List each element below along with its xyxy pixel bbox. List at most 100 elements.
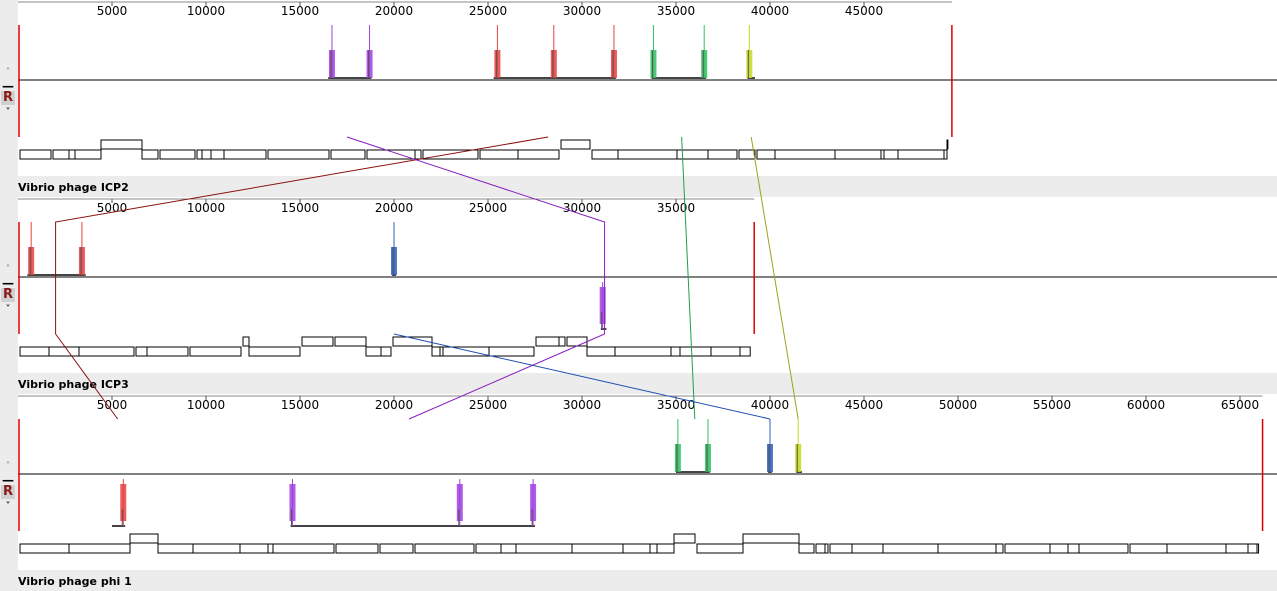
cds-feature[interactable]	[1049, 543, 1069, 554]
cds-feature[interactable]	[48, 346, 80, 357]
cds-feature[interactable]	[431, 346, 441, 357]
cds-feature[interactable]	[157, 543, 194, 554]
cds-feature[interactable]	[815, 543, 826, 554]
lcb-block[interactable]	[674, 419, 711, 473]
cds-feature[interactable]	[192, 543, 241, 554]
cds-feature[interactable]	[517, 149, 560, 160]
minus-icon[interactable]: —	[2, 276, 14, 290]
cds-feature[interactable]	[937, 543, 997, 554]
cds-feature[interactable]	[196, 149, 203, 160]
cds-feature[interactable]	[78, 346, 135, 357]
cds-feature[interactable]	[500, 543, 517, 554]
cds-feature[interactable]	[301, 336, 334, 347]
cds-feature[interactable]	[414, 149, 422, 160]
cds-feature[interactable]	[679, 346, 712, 357]
cds-feature[interactable]	[422, 149, 479, 160]
cds-feature[interactable]	[159, 149, 196, 160]
cds-feature[interactable]	[897, 149, 945, 160]
cds-feature[interactable]	[943, 149, 948, 160]
cds-feature[interactable]	[141, 149, 159, 160]
cds-feature[interactable]	[946, 139, 949, 150]
cds-feature[interactable]	[742, 533, 800, 544]
cds-feature[interactable]	[129, 533, 159, 544]
cds-feature[interactable]	[146, 346, 189, 357]
cds-feature[interactable]	[239, 543, 269, 554]
cds-feature[interactable]	[392, 336, 433, 347]
cds-feature[interactable]	[824, 543, 829, 554]
cds-feature[interactable]	[586, 346, 616, 357]
cds-feature[interactable]	[560, 139, 591, 150]
cds-feature[interactable]	[571, 543, 624, 554]
cds-feature[interactable]	[414, 543, 475, 554]
cds-feature[interactable]	[1129, 543, 1168, 554]
cds-feature[interactable]	[380, 346, 392, 357]
cds-feature[interactable]	[1078, 543, 1129, 554]
cds-feature[interactable]	[883, 149, 899, 160]
cds-feature[interactable]	[622, 543, 651, 554]
genome-track-phi1[interactable]: 5000 10000 15000 20000 25000 30000 35000 40000 4…	[0, 394, 1277, 591]
cds-feature[interactable]	[515, 543, 573, 554]
cds-feature[interactable]	[242, 336, 250, 347]
cds-feature[interactable]	[210, 149, 225, 160]
cds-feature[interactable]	[330, 149, 366, 160]
cds-feature[interactable]	[851, 543, 884, 554]
lcb-block[interactable]	[328, 25, 373, 79]
move-up-icon[interactable]: ˄	[5, 264, 11, 275]
cds-feature[interactable]	[707, 149, 738, 160]
genome-track-icp3[interactable]: 5000 10000 15000 20000 25000 30000 35000	[0, 197, 1277, 394]
move-down-icon[interactable]: ˅	[5, 304, 11, 315]
cds-feature[interactable]	[366, 149, 416, 160]
lcb-block[interactable]	[767, 419, 773, 473]
cds-feature[interactable]	[479, 149, 519, 160]
move-up-icon[interactable]: ˄	[5, 461, 11, 472]
move-up-icon[interactable]: ˄	[5, 67, 11, 78]
cds-feature[interactable]	[19, 346, 50, 357]
cds-feature[interactable]	[558, 336, 566, 347]
cds-feature[interactable]	[189, 346, 242, 357]
reverse-button[interactable]: R	[1, 287, 15, 302]
reverse-button[interactable]: R	[1, 484, 15, 499]
cds-feature[interactable]	[379, 543, 414, 554]
cds-feature[interactable]	[442, 346, 490, 357]
cds-feature[interactable]	[591, 149, 619, 160]
cds-feature[interactable]	[670, 346, 681, 357]
cds-feature[interactable]	[335, 543, 379, 554]
cds-feature[interactable]	[566, 336, 588, 347]
cds-feature[interactable]	[614, 346, 672, 357]
cds-feature[interactable]	[475, 543, 502, 554]
cds-feature[interactable]	[1166, 543, 1227, 554]
cds-feature[interactable]	[649, 543, 658, 554]
cds-feature[interactable]	[738, 149, 756, 160]
cds-feature[interactable]	[739, 346, 751, 357]
cds-feature[interactable]	[829, 543, 853, 554]
lcb-block[interactable]	[599, 282, 607, 330]
genome-panel-icp3[interactable]: 5000 10000 15000 20000 25000 30000 35000 ˄ — R…	[0, 197, 1277, 394]
cds-feature[interactable]	[834, 149, 882, 160]
genome-track-icp2[interactable]: 5000 10000 15000 20000 25000 30000 35000 40000 4…	[0, 0, 1277, 197]
lcb-block[interactable]	[795, 419, 802, 473]
cds-feature[interactable]	[774, 149, 836, 160]
cds-feature[interactable]	[365, 346, 382, 357]
cds-feature[interactable]	[334, 336, 367, 347]
cds-feature[interactable]	[68, 149, 76, 160]
genome-panel-icp2[interactable]: 5000 10000 15000 20000 25000 30000 35000 40000 4…	[0, 0, 1277, 197]
cds-feature[interactable]	[995, 543, 1004, 554]
cds-feature[interactable]	[19, 543, 70, 554]
cds-feature[interactable]	[267, 149, 330, 160]
cds-feature[interactable]	[52, 149, 70, 160]
cds-feature[interactable]	[756, 149, 776, 160]
lcb-block[interactable]	[112, 479, 127, 527]
cds-feature[interactable]	[74, 149, 102, 160]
lcb-block[interactable]	[289, 479, 537, 527]
cds-feature[interactable]	[100, 139, 143, 150]
cds-feature[interactable]	[673, 533, 696, 544]
cds-feature[interactable]	[617, 149, 678, 160]
cds-feature[interactable]	[1225, 543, 1249, 554]
move-down-icon[interactable]: ˅	[5, 501, 11, 512]
cds-feature[interactable]	[272, 543, 335, 554]
move-down-icon[interactable]: ˅	[5, 107, 11, 118]
cds-feature[interactable]	[882, 543, 939, 554]
minus-icon[interactable]: —	[2, 79, 14, 93]
cds-feature[interactable]	[798, 543, 815, 554]
cds-feature[interactable]	[19, 149, 52, 160]
